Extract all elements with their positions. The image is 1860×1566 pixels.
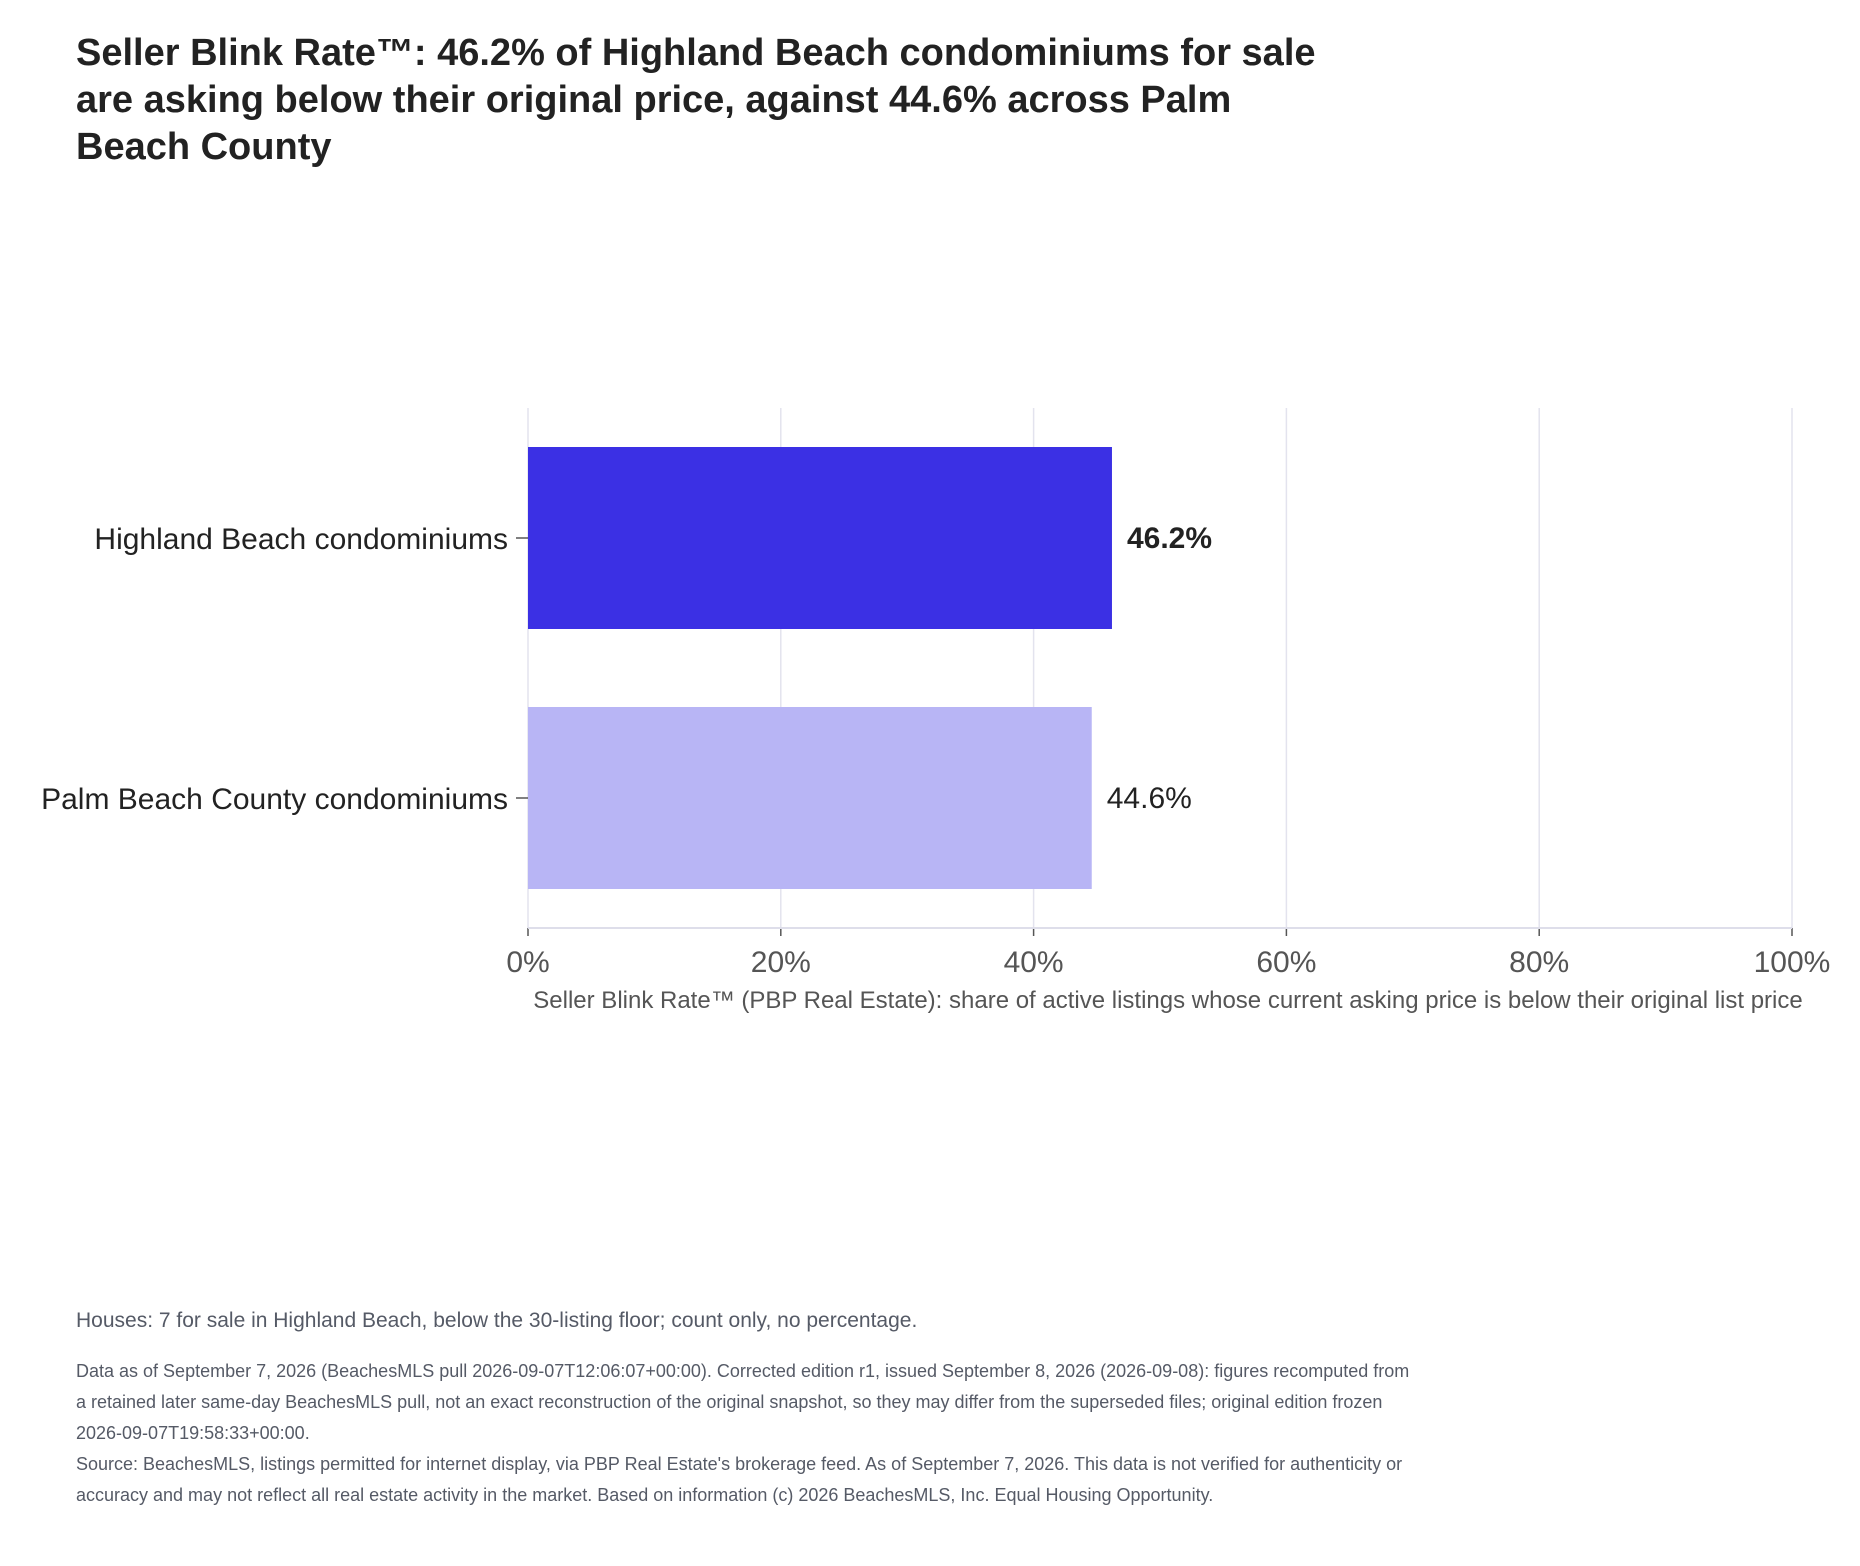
bar-chart: 0% 20% 40% 60% 80% 100% Highland Beach condomi… <box>41 408 1831 1014</box>
x-tick-label: 100% <box>1754 946 1831 979</box>
category-label: Palm Beach County condominiums <box>41 783 508 816</box>
x-tick-label: 60% <box>1256 946 1316 979</box>
x-axis-title: Seller Blink Rate™ (PBP Real Estate): sh… <box>533 987 1802 1014</box>
data-label: 46.2% <box>1127 522 1212 555</box>
houses-note: Houses: 7 for sale in Highland Beach, be… <box>76 1309 918 1332</box>
source-note: Source: BeachesMLS, listings permitted f… <box>76 1454 1403 1505</box>
x-tick-label: 20% <box>751 946 811 979</box>
bar <box>528 707 1092 889</box>
data-label: 44.6% <box>1107 782 1192 815</box>
x-tick-label: 0% <box>506 946 549 979</box>
x-tick-label: 80% <box>1509 946 1569 979</box>
x-tick-label: 40% <box>1004 946 1064 979</box>
edition-note: Data as of September 7, 2026 (BeachesMLS… <box>76 1361 1410 1443</box>
footer: Data as of September 7, 2026 (BeachesMLS… <box>76 1356 1416 1511</box>
category-label: Highland Beach condominiums <box>94 523 508 556</box>
bar <box>528 447 1112 629</box>
chart-title: Seller Blink Rate™: 46.2% of Highland Be… <box>76 32 1316 168</box>
